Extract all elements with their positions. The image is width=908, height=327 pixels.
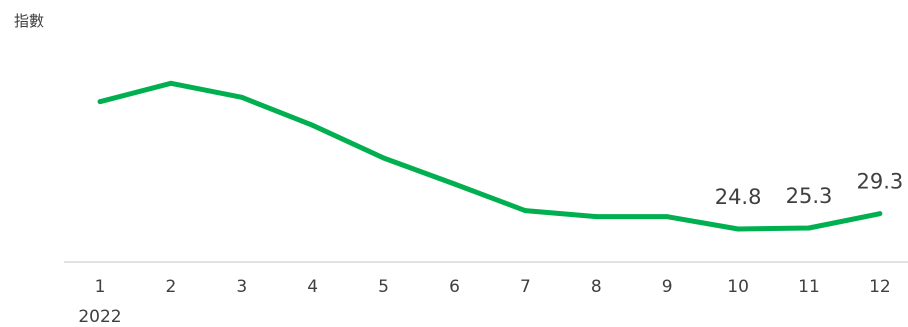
data-point xyxy=(452,181,457,187)
data-point xyxy=(735,226,741,232)
series-line xyxy=(99,80,881,232)
x-tick-label: 7 xyxy=(520,277,531,297)
data-point xyxy=(806,225,812,231)
x-tick-label: 5 xyxy=(378,277,389,297)
data-point xyxy=(381,155,387,161)
data-point xyxy=(168,80,174,86)
x-tick-label: 6 xyxy=(449,277,460,297)
data-point xyxy=(877,211,883,217)
x-tick-label: 4 xyxy=(307,277,318,297)
series-group xyxy=(97,80,883,232)
data-labels: 24.8 25.3 29.3 xyxy=(715,170,904,209)
x-tick-label: 3 xyxy=(236,277,247,297)
data-label: 24.8 xyxy=(715,185,762,209)
x-tick-label: 10 xyxy=(727,277,749,297)
x-axis-year-label: 2022 xyxy=(78,307,121,327)
x-tick-label: 1 xyxy=(95,277,106,297)
x-tick-label: 8 xyxy=(591,277,602,297)
data-label: 25.3 xyxy=(786,184,833,208)
data-point xyxy=(310,122,316,128)
data-point xyxy=(239,94,245,100)
data-point xyxy=(593,214,599,220)
data-label: 29.3 xyxy=(857,170,904,194)
y-axis-label: 指數 xyxy=(14,12,44,30)
data-point xyxy=(664,214,670,220)
x-tick-labels: 1 2 3 4 5 6 7 8 9 10 11 12 xyxy=(95,277,891,297)
x-tick-label: 11 xyxy=(798,277,820,297)
x-tick-label: 9 xyxy=(662,277,673,297)
data-point xyxy=(522,208,528,214)
x-tick-label: 12 xyxy=(869,277,891,297)
x-tick-label: 2 xyxy=(165,277,176,297)
data-point xyxy=(97,99,103,105)
